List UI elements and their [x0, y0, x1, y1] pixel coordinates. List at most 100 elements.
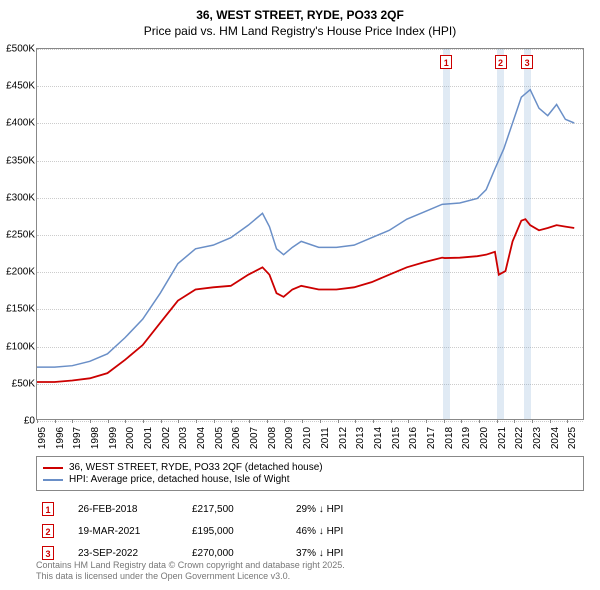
- legend-label: 36, WEST STREET, RYDE, PO33 2QF (detache…: [69, 462, 323, 473]
- x-axis-label: 2002: [161, 427, 172, 449]
- series-hpi: [37, 90, 574, 368]
- x-axis-label: 2010: [302, 427, 313, 449]
- y-axis-label: £450K: [1, 81, 35, 92]
- title-line-1: 36, WEST STREET, RYDE, PO33 2QF: [0, 8, 600, 24]
- x-tick: [391, 419, 392, 423]
- x-axis-label: 2008: [267, 427, 278, 449]
- x-axis-label: 1998: [90, 427, 101, 449]
- y-axis-label: £350K: [1, 155, 35, 166]
- x-tick: [284, 419, 285, 423]
- x-axis-label: 2016: [408, 427, 419, 449]
- x-axis-label: 2025: [567, 427, 578, 449]
- x-tick: [479, 419, 480, 423]
- sale-hpi-relation: 37% ↓ HPI: [296, 548, 386, 559]
- x-tick: [514, 419, 515, 423]
- x-tick: [231, 419, 232, 423]
- sale-row: 2 19-MAR-2021 £195,000 46% ↓ HPI: [36, 520, 584, 542]
- x-tick: [426, 419, 427, 423]
- x-axis-label: 2015: [391, 427, 402, 449]
- chart-title: 36, WEST STREET, RYDE, PO33 2QF Price pa…: [0, 0, 600, 39]
- x-tick: [567, 419, 568, 423]
- legend-swatch: [43, 479, 63, 481]
- sale-hpi-relation: 46% ↓ HPI: [296, 526, 386, 537]
- legend-row: 36, WEST STREET, RYDE, PO33 2QF (detache…: [43, 462, 577, 473]
- x-axis-label: 1999: [108, 427, 119, 449]
- x-axis-label: 1997: [72, 427, 83, 449]
- y-axis-label: £50K: [1, 378, 35, 389]
- x-axis-label: 2000: [125, 427, 136, 449]
- x-tick: [108, 419, 109, 423]
- x-axis-label: 2023: [532, 427, 543, 449]
- x-tick: [267, 419, 268, 423]
- chart-marker-2: 2: [495, 55, 507, 69]
- x-axis-label: 2021: [497, 427, 508, 449]
- y-axis-label: £0: [1, 416, 35, 427]
- x-tick: [55, 419, 56, 423]
- sale-marker: 1: [42, 502, 54, 516]
- y-axis-label: £300K: [1, 192, 35, 203]
- x-tick: [37, 419, 38, 423]
- x-tick: [302, 419, 303, 423]
- x-axis-label: 2020: [479, 427, 490, 449]
- sale-price: £270,000: [192, 548, 272, 559]
- x-tick: [214, 419, 215, 423]
- x-axis-label: 2017: [426, 427, 437, 449]
- legend-row: HPI: Average price, detached house, Isle…: [43, 474, 577, 485]
- x-axis-label: 2001: [143, 427, 154, 449]
- x-axis-label: 2009: [284, 427, 295, 449]
- chart-marker-1: 1: [440, 55, 452, 69]
- x-axis-label: 2019: [461, 427, 472, 449]
- x-axis-label: 2012: [338, 427, 349, 449]
- legend-label: HPI: Average price, detached house, Isle…: [69, 474, 290, 485]
- x-tick: [338, 419, 339, 423]
- x-tick: [497, 419, 498, 423]
- x-tick: [532, 419, 533, 423]
- x-tick: [143, 419, 144, 423]
- sale-row: 126-FEB-2018£217,50029% ↓ HPI: [36, 498, 584, 520]
- x-tick: [461, 419, 462, 423]
- sale-date: 26-FEB-2018: [78, 504, 168, 515]
- x-axis-label: 2011: [320, 427, 331, 449]
- x-axis-label: 1995: [37, 427, 48, 449]
- footer-line-2: This data is licensed under the Open Gov…: [36, 571, 345, 582]
- x-tick: [550, 419, 551, 423]
- chart-marker-3: 3: [521, 55, 533, 69]
- x-axis-label: 2013: [355, 427, 366, 449]
- legend-swatch: [43, 467, 63, 469]
- x-tick: [161, 419, 162, 423]
- x-tick: [320, 419, 321, 423]
- y-axis-label: £250K: [1, 230, 35, 241]
- sale-marker: 2: [42, 524, 54, 538]
- y-axis-label: £500K: [1, 44, 35, 55]
- chart-lines: [37, 49, 583, 419]
- title-line-2: Price paid vs. HM Land Registry's House …: [0, 24, 600, 40]
- x-axis-label: 2022: [514, 427, 525, 449]
- x-axis-label: 2005: [214, 427, 225, 449]
- x-axis-label: 2006: [231, 427, 242, 449]
- y-axis-label: £150K: [1, 304, 35, 315]
- x-tick: [373, 419, 374, 423]
- x-tick: [249, 419, 250, 423]
- y-axis-label: £400K: [1, 118, 35, 129]
- gridline: [37, 421, 583, 422]
- x-axis-label: 2018: [444, 427, 455, 449]
- x-axis-label: 2007: [249, 427, 260, 449]
- chart-footer: Contains HM Land Registry data © Crown c…: [36, 560, 345, 582]
- y-axis-label: £100K: [1, 341, 35, 352]
- x-tick: [196, 419, 197, 423]
- x-tick: [178, 419, 179, 423]
- x-tick: [90, 419, 91, 423]
- sale-price: £195,000: [192, 526, 272, 537]
- sale-date: 19-MAR-2021: [78, 526, 168, 537]
- x-tick: [408, 419, 409, 423]
- chart-legend: 36, WEST STREET, RYDE, PO33 2QF (detache…: [36, 456, 584, 491]
- x-tick: [444, 419, 445, 423]
- x-axis-label: 2014: [373, 427, 384, 449]
- footer-line-1: Contains HM Land Registry data © Crown c…: [36, 560, 345, 571]
- x-tick: [72, 419, 73, 423]
- x-axis-label: 2024: [550, 427, 561, 449]
- x-axis-label: 1996: [55, 427, 66, 449]
- chart-plot-area: £0£50K£100K£150K£200K£250K£300K£350K£400…: [36, 48, 584, 420]
- sale-price: £217,500: [192, 504, 272, 515]
- x-axis-label: 2004: [196, 427, 207, 449]
